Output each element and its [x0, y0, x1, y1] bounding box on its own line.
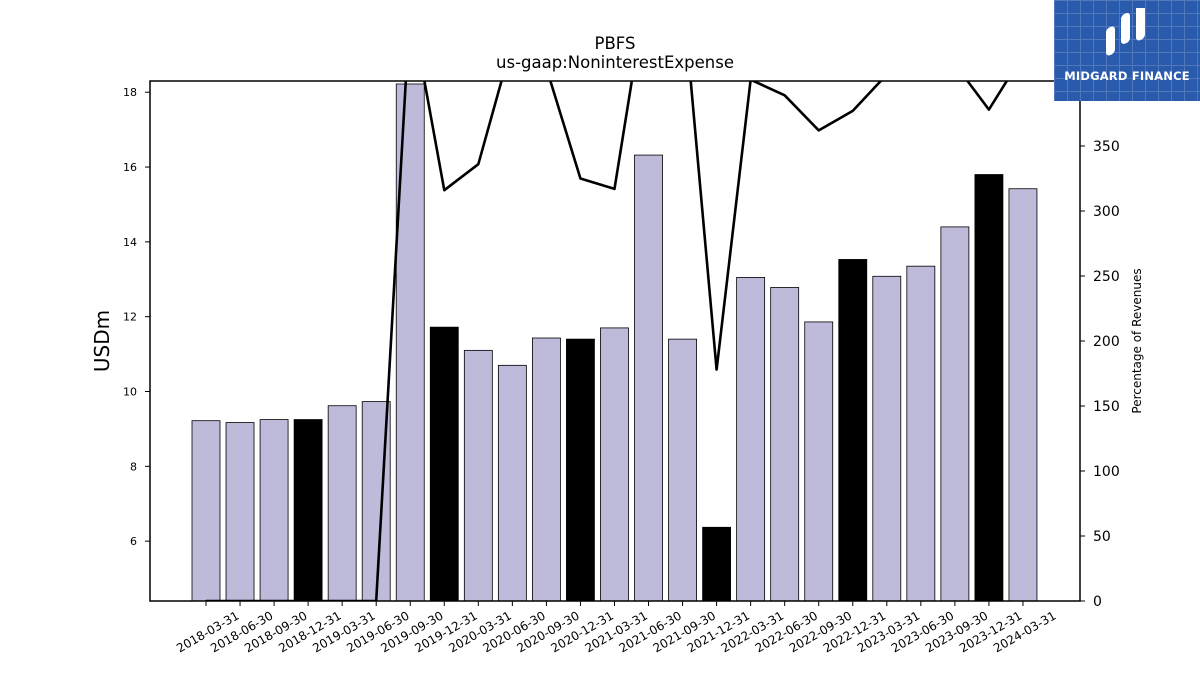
- bar: [940, 226, 970, 602]
- y2-tick-label: 150: [1093, 399, 1120, 415]
- bar: [429, 326, 459, 602]
- bar: [872, 275, 902, 602]
- bar: [259, 419, 289, 602]
- bar: [906, 265, 936, 602]
- y2-axis-label: Percentage of Revenues: [1130, 268, 1144, 413]
- bar: [327, 405, 357, 602]
- bar: [770, 287, 800, 602]
- bar: [566, 338, 595, 602]
- y-tick-label: 16: [123, 161, 137, 174]
- y2-tick-label: 50: [1093, 529, 1111, 545]
- y-tick-label: 14: [123, 236, 137, 249]
- revenue-percentage-line: [206, 81, 1009, 601]
- bar: [225, 422, 255, 602]
- y-tick-label: 10: [123, 386, 137, 399]
- bar: [497, 364, 527, 602]
- y-axis-label: USDm: [90, 310, 114, 372]
- bar: [702, 526, 731, 602]
- y2-tick-label: 300: [1093, 204, 1120, 220]
- y2-tick-label: 200: [1093, 334, 1120, 350]
- bar: [600, 327, 629, 602]
- bar: [804, 321, 834, 602]
- chart-title: PBFS: [595, 34, 636, 53]
- bar: [1008, 188, 1038, 602]
- bar: [532, 337, 561, 602]
- bar: [974, 174, 1004, 602]
- y2-tick-label: 100: [1093, 464, 1120, 480]
- chart-subtitle: us-gaap:NoninterestExpense: [496, 53, 734, 72]
- y-tick-label: 8: [130, 460, 137, 473]
- midgard-logo-icon: [1106, 8, 1145, 56]
- logo-text: MIDGARD FINANCE: [1064, 69, 1190, 83]
- y2-tick-label: 0: [1093, 594, 1102, 610]
- y-tick-label: 12: [123, 311, 137, 324]
- midgard-finance-logo: MIDGARD FINANCE: [1054, 0, 1200, 101]
- bar: [191, 420, 221, 602]
- bar: [634, 154, 663, 602]
- bar: [293, 419, 323, 602]
- y-tick-label: 6: [130, 535, 137, 548]
- bar: [463, 349, 493, 602]
- bar: [838, 259, 868, 602]
- y2-tick-label: 250: [1093, 269, 1120, 285]
- bar: [736, 276, 766, 602]
- y-tick-label: 18: [123, 86, 137, 99]
- bar: [668, 338, 697, 602]
- y2-tick-label: 350: [1093, 139, 1120, 155]
